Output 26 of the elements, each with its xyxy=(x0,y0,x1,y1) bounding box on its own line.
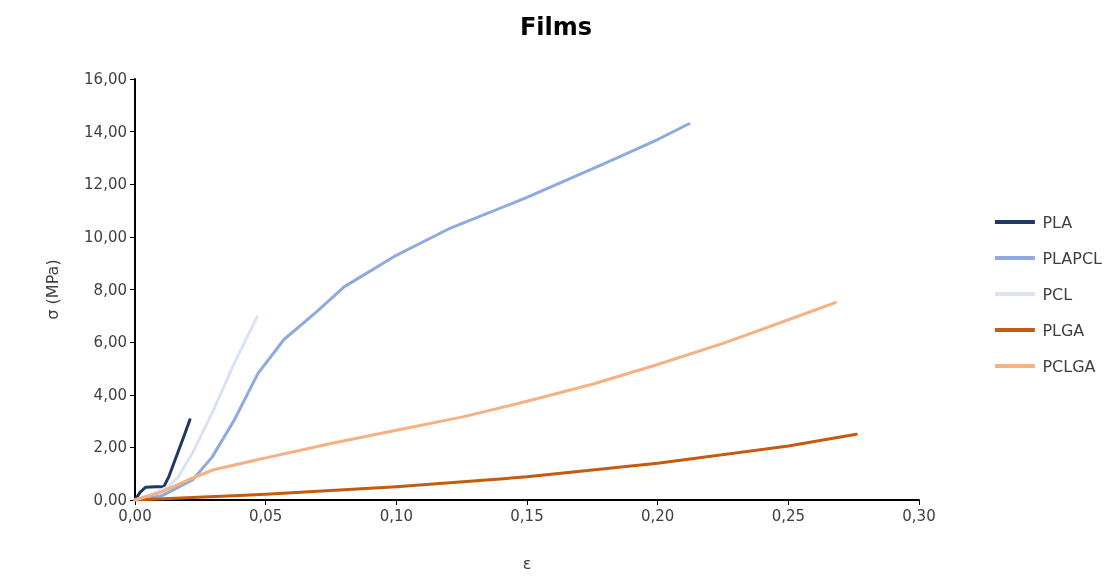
legend-label: PLAPCL xyxy=(1042,248,1103,268)
line-series xyxy=(133,418,192,502)
y-tick-label: 2,00 xyxy=(93,438,127,457)
x-tick-label: 0,20 xyxy=(640,506,675,525)
x-tick-label: 0,15 xyxy=(510,506,544,525)
y-tick-label: 16,00 xyxy=(84,70,127,88)
legend-label: PCLGA xyxy=(1042,356,1096,376)
y-tick-label: 12,00 xyxy=(84,175,127,194)
y-tick-label: 0,00 xyxy=(93,491,127,509)
x-tick-label: 0,05 xyxy=(248,506,283,525)
legend-label: PLA xyxy=(1042,212,1073,232)
line-series xyxy=(133,301,837,502)
chart-title: Films xyxy=(519,13,593,41)
legend-label: PCL xyxy=(1042,284,1073,304)
legend-label: PLGA xyxy=(1042,320,1085,340)
y-tick-label: 6,00 xyxy=(93,333,127,352)
y-tick-label: 4,00 xyxy=(93,385,127,404)
x-tick-label: 0,10 xyxy=(379,506,414,525)
x-axis-title: ε xyxy=(522,553,532,573)
x-tick-label: 0,30 xyxy=(902,506,936,525)
y-tick-label: 14,00 xyxy=(84,122,127,141)
y-tick-label: 10,00 xyxy=(84,227,127,246)
x-tick-label: 0,00 xyxy=(118,506,152,525)
x-tick-label: 0,25 xyxy=(771,506,806,525)
y-axis-title: σ (MPa) xyxy=(42,259,62,320)
y-tick-label: 8,00 xyxy=(93,280,127,299)
